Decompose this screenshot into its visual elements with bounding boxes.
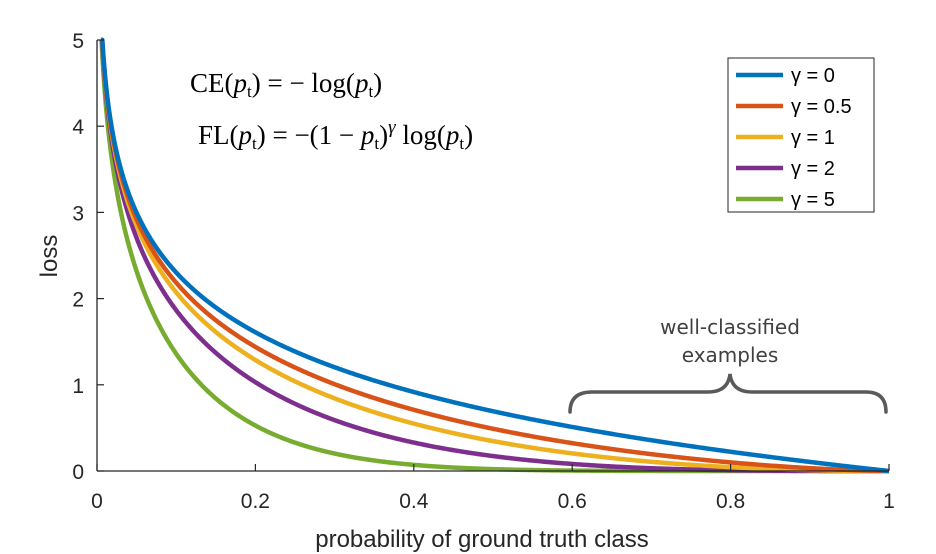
legend-label: γ = 2 xyxy=(791,158,835,180)
annotation-line-1: well-classified xyxy=(660,315,800,339)
x-tick-label: 0.2 xyxy=(241,490,270,513)
y-tick-label: 3 xyxy=(72,202,84,225)
fl-formula: FL(pt) = −(1 − pt)γ log(pt) xyxy=(198,117,473,153)
series-line-gamma-2 xyxy=(98,37,890,474)
series-line-gamma-1 xyxy=(98,37,890,474)
annotation-line-2: examples xyxy=(682,343,779,367)
legend-label: γ = 1 xyxy=(791,127,835,149)
x-tick-label: 0.4 xyxy=(399,490,429,513)
legend-label: γ = 0 xyxy=(791,65,835,87)
legend-label: γ = 5 xyxy=(791,189,835,211)
tick-group: 0 0.2 0.4 0.6 0.8 1 0 1 2 3 4 5 xyxy=(72,30,895,513)
y-tick-label: 0 xyxy=(72,461,84,484)
y-axis-label: loss xyxy=(36,235,63,278)
x-axis-label: probability of ground truth class xyxy=(315,526,649,553)
x-tick-label: 1 xyxy=(883,490,895,513)
y-tick-label: 1 xyxy=(72,375,84,398)
y-tick-label: 4 xyxy=(72,116,84,139)
series-line-gamma-0 xyxy=(98,37,890,474)
ce-formula: CE(pt) = − log(pt) xyxy=(190,68,382,101)
x-tick-label: 0.6 xyxy=(558,490,587,513)
y-tick-label: 5 xyxy=(72,30,84,53)
axes xyxy=(96,40,889,472)
legend: γ = 0 γ = 0.5 γ = 1 γ = 2 γ = 5 xyxy=(727,57,875,213)
x-tick-label: 0 xyxy=(91,490,103,513)
y-tick-label: 2 xyxy=(72,289,84,312)
annotation-brace xyxy=(568,373,888,414)
x-tick-label: 0.8 xyxy=(716,490,745,513)
series-line-gamma-0-5 xyxy=(98,37,890,474)
legend-label: γ = 0.5 xyxy=(791,96,852,118)
